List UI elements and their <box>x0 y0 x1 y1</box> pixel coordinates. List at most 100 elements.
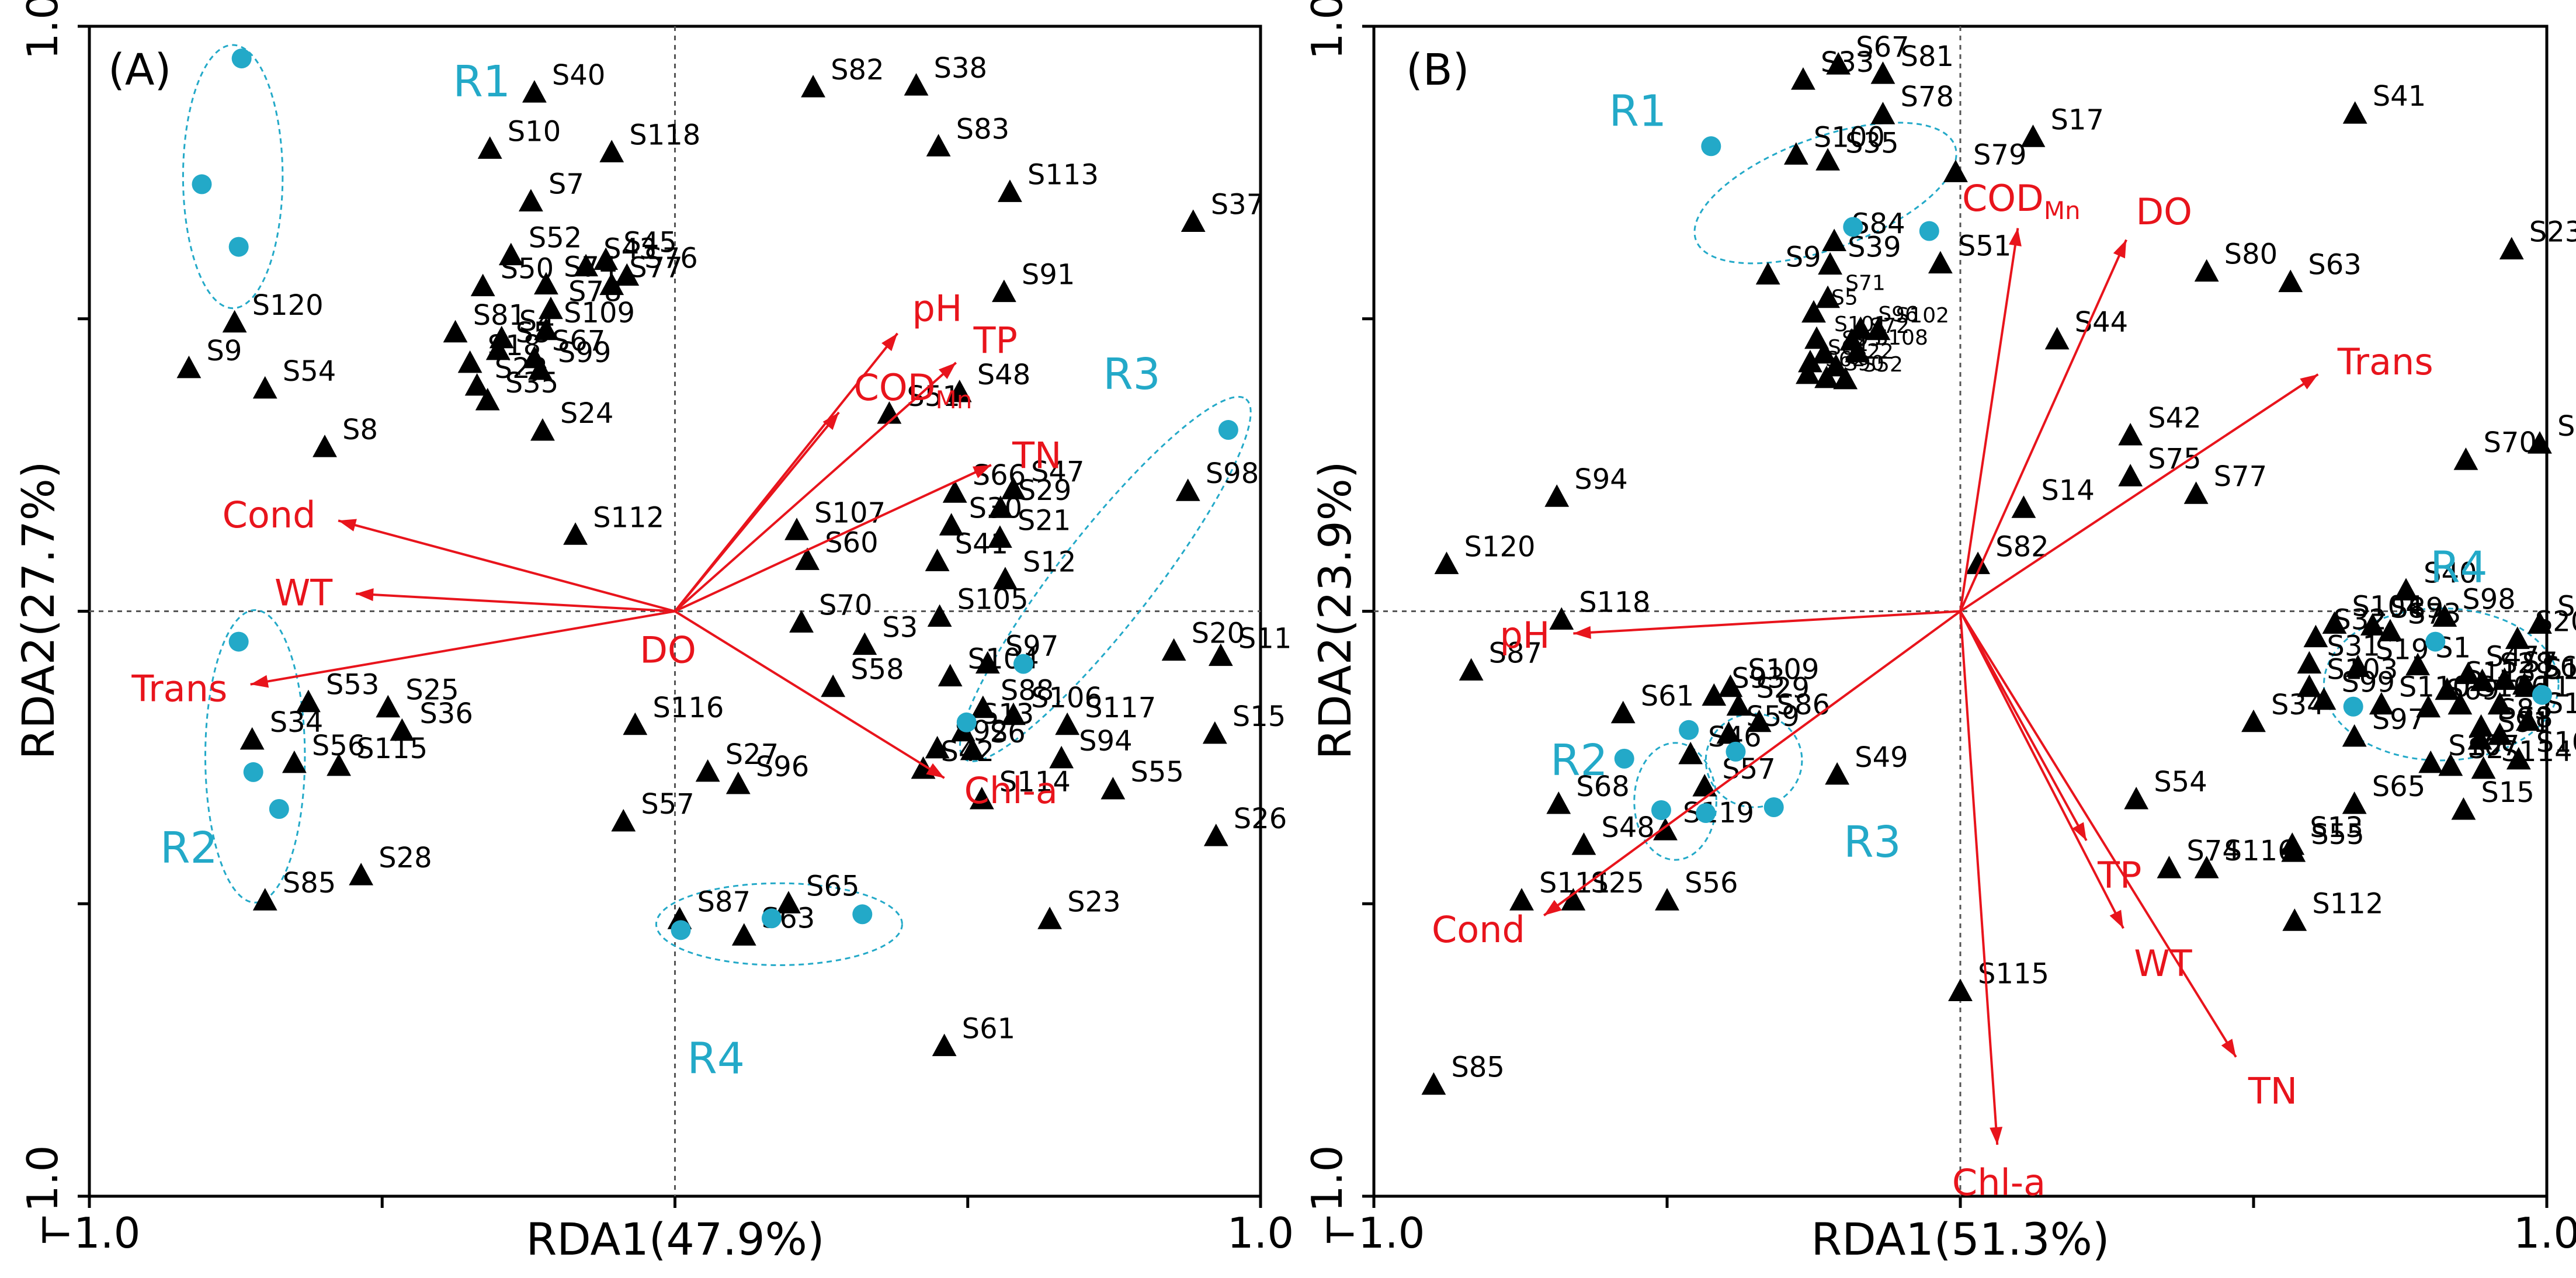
vector-cond-arrowhead <box>1544 900 1562 916</box>
site-label-s39: S39 <box>1848 231 1901 264</box>
site-marker-s84 <box>1822 228 1847 252</box>
site-marker-s38 <box>904 73 929 96</box>
site-marker-s109 <box>534 317 558 341</box>
site-label-s106: S106 <box>1031 682 1102 714</box>
site-marker-s51 <box>877 401 902 424</box>
vector-chl-a-arrowhead <box>926 763 945 778</box>
site-marker-s11 <box>1208 643 1233 666</box>
site-label-s51: S51 <box>907 380 960 413</box>
site-label-s109: S109 <box>564 297 635 329</box>
site-label-s41: S41 <box>2373 80 2426 113</box>
site-label-s9: S9 <box>1786 241 1821 274</box>
site-label-s5: S5 <box>1831 286 1858 310</box>
site-marker-s35 <box>1815 148 1840 171</box>
site-label-s20: S20 <box>2535 606 2576 638</box>
reference-site-point <box>1614 748 1634 769</box>
site-label-s85: S85 <box>1451 1051 1505 1084</box>
site-marker-s67 <box>1826 52 1851 75</box>
reference-site-point <box>2532 685 2552 705</box>
site-label-s65: S65 <box>806 870 860 902</box>
vector-wt-line <box>1959 610 2124 929</box>
site-label-s120: S120 <box>1464 530 1535 563</box>
site-marker-s7 <box>518 189 543 211</box>
site-marker-s37 <box>1181 209 1206 232</box>
site-label-s76: S76 <box>644 242 698 275</box>
site-label-s37: S37 <box>2557 410 2576 443</box>
vector-trans-label: Trans <box>2337 341 2433 383</box>
site-marker-s45 <box>593 247 619 270</box>
site-marker-s55 <box>1100 776 1126 800</box>
site-label-s36: S36 <box>419 697 473 730</box>
site-marker-s9 <box>1755 262 1780 285</box>
panel-a-x-tick-label: −1.0 <box>39 1208 141 1258</box>
site-marker-s82 <box>801 75 825 98</box>
site-marker-s91 <box>2467 727 2492 750</box>
site-label-s66: S66 <box>973 459 1026 492</box>
site-label-s21: S21 <box>1018 504 1071 537</box>
site-marker-s48 <box>1571 832 1596 855</box>
site-label-s47: S47 <box>1031 456 1085 488</box>
vector-cond-label: Cond <box>223 494 316 536</box>
site-label-s94: S94 <box>1079 725 1133 758</box>
site-marker-s89 <box>2360 613 2385 636</box>
site-label-s114: S114 <box>2501 735 2572 768</box>
site-label-s31: S31 <box>2327 630 2380 663</box>
site-marker-s118 <box>599 140 624 162</box>
site-marker-s12 <box>993 567 1018 589</box>
site-marker-s106 <box>2447 692 2473 715</box>
site-marker-s98 <box>2432 604 2457 627</box>
vector-wt-arrowhead <box>356 588 374 602</box>
reference-site-point <box>1013 654 1033 674</box>
site-label-s118: S118 <box>1579 586 1650 619</box>
site-label-s65: S65 <box>2372 770 2426 803</box>
site-marker-s112 <box>2282 908 2307 931</box>
site-marker-s93 <box>1702 683 1727 706</box>
site-label-s16: S16 <box>2544 654 2576 686</box>
site-marker-s37 <box>2528 431 2552 454</box>
site-marker-s116 <box>623 712 648 735</box>
site-marker-s39 <box>1818 252 1843 275</box>
site-marker-s61 <box>932 1033 957 1057</box>
vector-tn-line <box>1959 610 2237 1058</box>
site-label-s56: S56 <box>1685 867 1738 900</box>
reference-site-point <box>2343 696 2363 717</box>
site-marker-s78 <box>539 296 563 320</box>
site-marker-s5 <box>485 337 511 360</box>
site-label-s99: S99 <box>558 336 612 369</box>
site-marker-s43 <box>574 253 599 277</box>
site-marker-s29 <box>1726 693 1751 716</box>
group-label-r1: R1 <box>453 57 511 107</box>
site-label-s90: S90 <box>1844 352 1884 376</box>
site-label-s34: S34 <box>270 706 324 739</box>
site-label-s47: S47 <box>2485 641 2539 673</box>
group-ellipse-r2 <box>1633 742 1717 861</box>
site-label-s7: S7 <box>548 168 584 200</box>
site-marker-s81 <box>443 320 468 343</box>
site-label-s40: S40 <box>2424 557 2477 589</box>
site-label-s7: S7 <box>2522 647 2558 679</box>
reference-site-point <box>671 920 691 940</box>
site-label-s56: S56 <box>312 730 366 762</box>
site-marker-s56 <box>282 750 307 773</box>
site-label-s69: S69 <box>2446 674 2499 707</box>
site-marker-s7 <box>2492 667 2517 690</box>
panel-a-x-axis-label: RDA1(47.9%) <box>526 1213 824 1265</box>
site-marker-s8 <box>313 435 337 457</box>
site-marker-s57 <box>611 809 636 832</box>
site-marker-s97 <box>2342 724 2367 747</box>
site-marker-s80 <box>2194 259 2219 282</box>
group-label-r1: R1 <box>1609 86 1667 136</box>
vector-cod-mn-label: CODMn <box>854 366 973 414</box>
site-marker-s15 <box>1202 721 1227 744</box>
site-label-s28: S28 <box>2500 648 2554 680</box>
site-marker-s54 <box>2124 786 2149 810</box>
site-label-s45: S45 <box>623 227 677 259</box>
site-marker-s62 <box>1796 361 1820 384</box>
vector-chl-a-label: Chl-a <box>1952 1161 2046 1204</box>
site-label-s107: S107 <box>814 496 886 529</box>
site-label-s97: S97 <box>1005 630 1059 663</box>
site-marker-s94 <box>1049 745 1074 769</box>
site-label-s71: S71 <box>1845 272 1886 296</box>
site-label-s55: S55 <box>2311 818 2365 851</box>
group-ellipse-r2 <box>204 609 306 904</box>
